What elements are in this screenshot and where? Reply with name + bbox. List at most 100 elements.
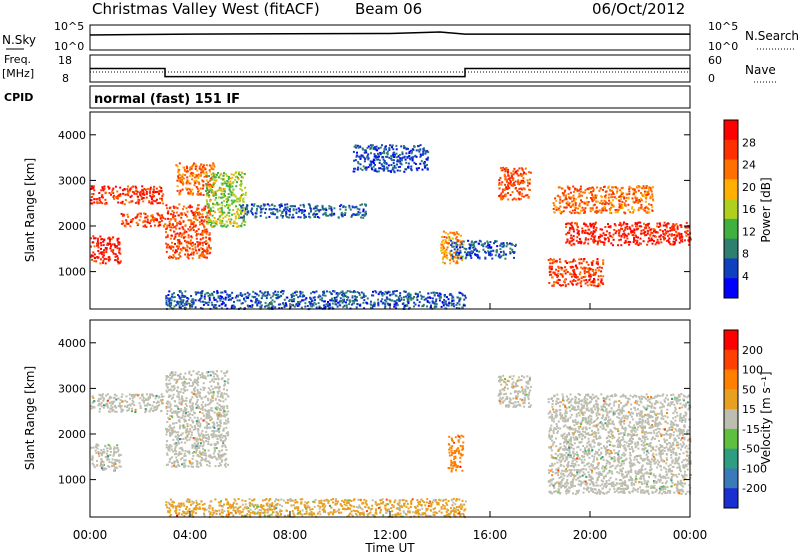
power-cell [634,239,637,242]
nsearch-tick-high: 10^5 [708,20,738,33]
power-cell [209,200,212,203]
power-cell [441,240,444,243]
power-cell [116,255,119,258]
cpid-frame [89,85,691,109]
power-cell [520,175,523,178]
power-cell [605,194,607,197]
power-cell [181,304,184,307]
velocity-cell [102,468,105,471]
power-cell [190,219,193,222]
power-cell [568,261,571,264]
power-cell [342,292,345,295]
power-cell [342,306,345,308]
power-cell [318,294,321,297]
power-cell [388,291,391,294]
power-cell [299,209,302,211]
velocity-cell [92,446,95,449]
power-cell [676,235,679,238]
power-cell [114,259,117,262]
power-cell [413,296,415,298]
power-cell [447,236,449,239]
power-cell [221,225,224,228]
power-cell [357,146,360,149]
velocity-cell [116,444,119,447]
power-cell [331,302,334,305]
power-cell [591,270,594,272]
power-cell [622,223,625,226]
power-cell [370,300,372,303]
power-cell [190,235,193,238]
power-cell [349,208,352,211]
power-cell [559,261,562,264]
power-cell [443,298,446,301]
power-cell [633,237,635,240]
velocity-cell [170,431,173,434]
power-cell [572,280,575,282]
power-cell [209,213,212,216]
power-cell [202,194,205,196]
velocity-cell [152,395,155,397]
power-cell [153,185,156,188]
power-cell [166,207,168,210]
power-cell [621,200,624,203]
power-cell [585,223,588,226]
power-cell [503,168,506,171]
power-cell [565,233,568,236]
power-cell [571,224,573,227]
power-cell [448,293,451,296]
velocity-cell [211,397,214,399]
power-cell [511,248,514,251]
power-cell [684,230,687,233]
power-cell [513,251,516,254]
power-cell [178,240,181,243]
power-cell [390,155,393,158]
power-cell [438,295,441,297]
velocity-cell [222,411,225,414]
power-cell [415,167,418,170]
power-cell [222,193,225,196]
power-cell [239,196,242,199]
velocity-cell [149,408,152,411]
power-cell [227,205,230,208]
power-cell [286,208,289,211]
power-cell [268,204,271,207]
power-cell [618,231,621,234]
power-cell [638,207,641,209]
power-cell [645,224,648,227]
power-cell [223,200,226,203]
power-cell [375,158,378,161]
power-cell [149,194,152,197]
power-cell [590,225,593,228]
power-cell [200,215,203,218]
power-cell [680,239,683,242]
power-cell [178,253,181,256]
velocity-cell [186,435,189,438]
power-cell [174,242,176,245]
velocity-cell [105,394,108,397]
power-cell [205,302,208,305]
nave-tick-low: 0 [708,72,715,85]
power-cell [629,227,632,230]
power-cell [176,222,179,225]
power-cell [316,208,319,211]
power-cell [187,234,190,237]
power-cell [314,205,317,208]
power-cell [407,296,410,298]
power-cell [126,188,129,191]
power-cell [227,181,230,184]
power-cell [180,249,183,252]
velocity-cell [109,402,112,405]
power-cell [660,234,662,237]
power-cell [227,299,230,301]
power-cell [144,216,147,219]
power-cell [238,203,241,206]
power-cell [138,212,141,215]
power-cell [379,290,382,293]
power-cell [112,252,115,255]
velocity-cell [110,407,113,410]
power-cell [680,224,683,227]
power-cell [393,300,396,303]
power-cell [234,176,237,178]
power-cell [348,300,351,303]
velocity-cell [203,375,206,378]
